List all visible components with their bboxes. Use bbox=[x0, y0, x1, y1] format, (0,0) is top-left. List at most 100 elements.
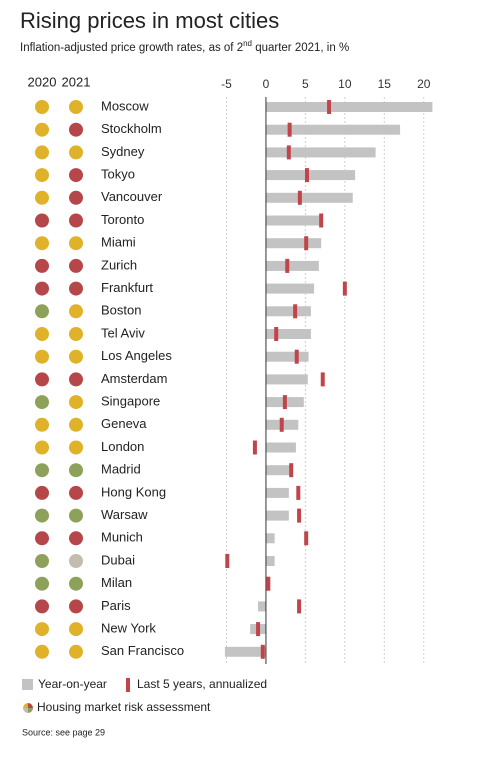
risk-dot bbox=[69, 190, 83, 205]
risk-dot bbox=[35, 440, 49, 455]
legend-label: Housing market risk assessment bbox=[37, 700, 211, 714]
y-tick-label: Toronto bbox=[101, 212, 144, 227]
marker bbox=[304, 531, 309, 546]
y-tick-label: New York bbox=[101, 621, 156, 636]
risk-dot bbox=[69, 258, 83, 273]
subtitle-sup: nd bbox=[243, 39, 252, 48]
risk-dot bbox=[35, 281, 49, 296]
marker bbox=[279, 417, 284, 432]
risk-dot bbox=[35, 122, 49, 137]
marker bbox=[297, 508, 302, 523]
bar bbox=[265, 442, 296, 453]
risk-dot bbox=[35, 327, 49, 341]
risk-dot bbox=[69, 554, 83, 568]
marker bbox=[252, 440, 257, 455]
risk-dot bbox=[69, 281, 83, 296]
bar bbox=[265, 329, 311, 339]
y-tick-label: San Francisco bbox=[101, 643, 184, 658]
y-tick-label: Warsaw bbox=[101, 507, 148, 522]
y-tick-label: Singapore bbox=[101, 394, 160, 409]
bar bbox=[265, 238, 322, 249]
marker bbox=[293, 304, 298, 319]
marker bbox=[297, 190, 302, 205]
risk-dot bbox=[69, 576, 83, 591]
marker bbox=[342, 281, 347, 296]
y-tick-label: Amsterdam bbox=[101, 371, 167, 386]
y-tick-label: Frankfurt bbox=[101, 280, 153, 295]
y-tick-label: Tokyo bbox=[101, 167, 135, 182]
legend-label: Last 5 years, annualized bbox=[137, 677, 267, 691]
legend: Year-on-year Last 5 years, annualized Ho… bbox=[22, 677, 267, 714]
y-tick-label: Tel Aviv bbox=[101, 325, 145, 340]
risk-dot bbox=[69, 145, 83, 160]
risk-dot bbox=[69, 622, 83, 637]
marker bbox=[320, 372, 325, 387]
legend-swatch bbox=[126, 678, 130, 692]
risk-dot bbox=[35, 258, 49, 273]
x-tick-label: 0 bbox=[263, 77, 270, 91]
bar bbox=[265, 192, 353, 203]
risk-dot bbox=[35, 236, 49, 251]
bar bbox=[258, 601, 266, 612]
bar bbox=[265, 102, 433, 112]
marker bbox=[289, 463, 294, 478]
bar bbox=[265, 215, 323, 226]
marker bbox=[319, 213, 324, 228]
marker bbox=[282, 395, 287, 410]
marker bbox=[327, 100, 332, 114]
risk-dot bbox=[69, 168, 83, 183]
bar bbox=[265, 465, 293, 476]
y-tick-label: Miami bbox=[101, 235, 136, 250]
y-tick-label: Paris bbox=[101, 598, 131, 613]
risk-dot bbox=[69, 644, 83, 659]
y-tick-label: Geneva bbox=[101, 416, 147, 431]
marker bbox=[260, 644, 265, 659]
risk-dot bbox=[35, 372, 49, 387]
bar bbox=[265, 510, 289, 521]
risk-dot bbox=[69, 372, 83, 387]
marker bbox=[304, 236, 309, 251]
risk-dot bbox=[35, 190, 49, 205]
marker bbox=[297, 599, 302, 614]
subtitle-part: Inflation-adjusted price growth rates, a… bbox=[20, 42, 243, 54]
marker bbox=[286, 145, 291, 160]
risk-dot bbox=[35, 100, 49, 114]
legend-label: Year-on-year bbox=[38, 677, 107, 691]
bar bbox=[265, 556, 275, 566]
risk-dot bbox=[69, 531, 83, 546]
risk-dot bbox=[69, 417, 83, 432]
risk-dot bbox=[69, 508, 83, 523]
y-tick-label: Milan bbox=[101, 575, 132, 590]
x-tick-label: 10 bbox=[338, 77, 352, 91]
risk-dot bbox=[69, 327, 83, 341]
risk-dot bbox=[35, 395, 49, 410]
risk-dot bbox=[35, 213, 49, 228]
bar bbox=[265, 351, 309, 362]
risk-dot bbox=[35, 644, 49, 659]
y-tick-label: Zurich bbox=[101, 257, 137, 272]
marker bbox=[266, 576, 271, 591]
bar bbox=[224, 646, 266, 657]
x-tick-label: 15 bbox=[378, 77, 392, 91]
y-tick-label: Moscow bbox=[101, 98, 149, 113]
marker bbox=[304, 168, 309, 183]
risk-dot bbox=[69, 599, 83, 614]
y-tick-label: Hong Kong bbox=[101, 484, 166, 499]
risk-dot bbox=[35, 417, 49, 432]
risk-dot bbox=[35, 599, 49, 614]
bar bbox=[265, 124, 401, 135]
risk-dot bbox=[35, 554, 49, 568]
x-tick-label: 20 bbox=[417, 77, 431, 91]
risk-column-header: 2020 bbox=[28, 74, 57, 89]
risk-dot bbox=[69, 304, 83, 319]
x-tick-label: 5 bbox=[302, 77, 309, 91]
marker bbox=[285, 258, 290, 273]
risk-dot bbox=[69, 236, 83, 251]
risk-dot bbox=[69, 122, 83, 137]
risk-dot bbox=[69, 100, 83, 114]
chart-subtitle: Inflation-adjusted price growth rates, a… bbox=[20, 39, 349, 54]
y-tick-label: Vancouver bbox=[101, 189, 163, 204]
bar bbox=[265, 533, 275, 544]
risk-dot bbox=[35, 349, 49, 364]
risk-dot bbox=[69, 213, 83, 228]
